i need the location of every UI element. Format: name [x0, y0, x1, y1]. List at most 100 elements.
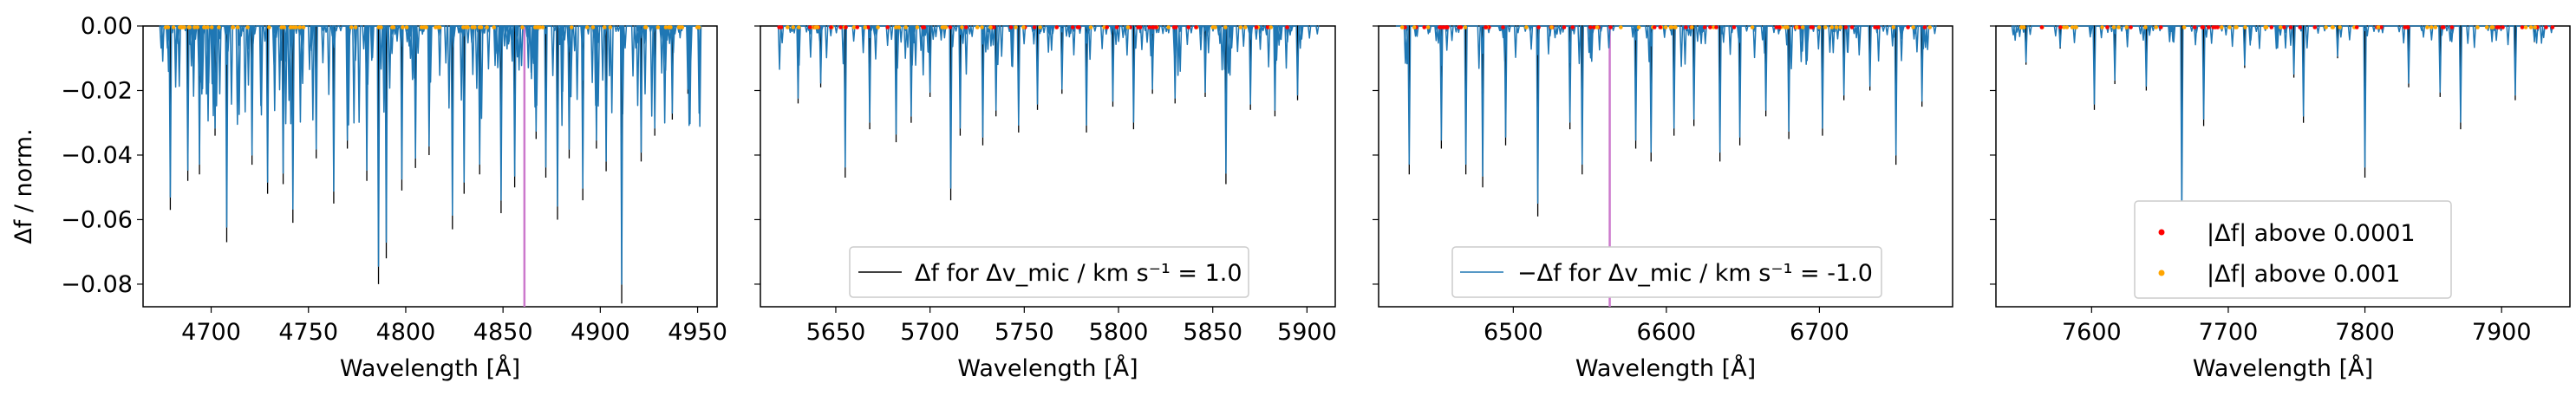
orange-marker: [2220, 25, 2224, 29]
red-marker: [948, 25, 953, 29]
red-marker: [1809, 25, 1814, 29]
red-marker: [2354, 25, 2359, 29]
red-marker: [2449, 25, 2455, 29]
orange-marker: [353, 25, 358, 29]
orange-marker: [2528, 25, 2534, 29]
orange-marker: [538, 25, 543, 29]
orange-marker: [876, 25, 880, 29]
orange-marker: [2062, 25, 2066, 29]
orange-marker: [2243, 25, 2247, 29]
red-marker: [1702, 25, 1707, 29]
red-marker: [1285, 25, 1289, 29]
orange-marker: [2072, 25, 2077, 29]
red-marker: [1777, 25, 1782, 29]
legend-panel-3: −Δf for Δv_mic / km s⁻¹ = -1.0: [1451, 246, 1882, 298]
legend-red-marker: [2158, 229, 2165, 236]
red-marker: [2207, 25, 2211, 29]
orange-marker: [1524, 25, 1529, 29]
red-marker: [1708, 25, 1712, 29]
red-marker: [1265, 25, 1270, 29]
y-axis-label: Δf / norm.: [10, 128, 37, 243]
red-marker: [1922, 25, 1927, 29]
red-marker: [838, 25, 843, 29]
red-marker: [1077, 25, 1081, 29]
red-marker: [2269, 25, 2274, 29]
orange-marker: [678, 25, 682, 29]
x-tick-label: 7700: [2199, 319, 2259, 346]
orange-marker: [1823, 25, 1828, 29]
orange-marker: [2330, 25, 2335, 29]
orange-marker: [2143, 25, 2148, 29]
red-marker: [1032, 25, 1037, 29]
legend-panel-4: |Δf| above 0.0001 |Δf| above 0.001: [2134, 200, 2452, 299]
orange-marker: [466, 25, 470, 29]
orange-marker: [379, 25, 383, 29]
y-tick-label: −0.06: [61, 206, 133, 233]
orange-marker: [1268, 25, 1274, 29]
orange-marker: [1425, 25, 1431, 29]
orange-marker: [192, 25, 197, 29]
red-marker: [2039, 25, 2044, 29]
orange-marker: [473, 25, 477, 29]
orange-marker: [1014, 25, 1018, 29]
orange-marker: [434, 25, 438, 29]
legend-panel-4-box: [2134, 200, 2452, 299]
red-marker: [2494, 25, 2500, 29]
red-marker: [1536, 25, 1541, 29]
orange-marker: [975, 25, 980, 29]
orange-marker: [217, 25, 221, 29]
red-marker: [2058, 25, 2063, 29]
orange-marker: [608, 25, 613, 29]
red-marker: [1445, 25, 1449, 29]
orange-marker: [813, 25, 818, 29]
x-tick-label: 5900: [1277, 319, 1337, 346]
red-marker: [1403, 25, 1407, 29]
red-marker: [2520, 25, 2525, 29]
red-marker: [2544, 25, 2548, 29]
orange-marker: [2433, 25, 2438, 29]
orange-marker: [2376, 25, 2381, 29]
red-marker: [2288, 25, 2293, 29]
orange-marker: [796, 25, 801, 29]
red-marker: [1484, 25, 1489, 29]
orange-marker: [1166, 25, 1171, 29]
panel-3: 6500 6600 6700 Wavelength [Å]: [1373, 25, 1953, 382]
orange-marker: [492, 25, 496, 29]
red-marker: [1849, 25, 1855, 29]
orange-marker: [2124, 25, 2129, 29]
orange-marker: [1463, 25, 1468, 29]
orange-marker: [655, 25, 661, 29]
legend-orange-marker: [2158, 269, 2165, 276]
x-axis-label: Wavelength [Å]: [2193, 354, 2373, 382]
orange-marker: [786, 25, 790, 29]
x-axis-label: Wavelength [Å]: [340, 354, 520, 382]
orange-marker: [520, 25, 525, 29]
blue-series-path: [159, 25, 702, 285]
red-marker: [2501, 25, 2505, 29]
orange-marker: [1911, 25, 1915, 29]
red-marker: [1186, 25, 1190, 29]
orange-marker: [171, 25, 176, 29]
orange-marker: [1021, 25, 1026, 29]
red-marker: [921, 25, 925, 29]
orange-marker: [663, 25, 668, 29]
orange-marker: [479, 25, 484, 29]
red-marker: [1114, 25, 1119, 29]
legend-panel-2: Δf for Δv_mic / km s⁻¹ = 1.0: [849, 246, 1249, 298]
orange-marker: [195, 25, 200, 29]
orange-marker: [2021, 25, 2026, 29]
x-axis-label: Wavelength [Å]: [957, 354, 1138, 382]
legend-black-line-label: Δf for Δv_mic / km s⁻¹ = 1.0: [915, 260, 1242, 287]
x-tick-label: 4700: [181, 319, 241, 346]
orange-marker: [1794, 25, 1799, 29]
x-tick-label: 7800: [2335, 319, 2395, 346]
orange-marker: [2263, 25, 2267, 29]
panel-2: 5650 5700 5750 5800 5850 5900 Wavelength [Å]: [754, 25, 1337, 382]
orange-marker: [1210, 25, 1216, 29]
y-tick-label: −0.08: [61, 271, 133, 298]
orange-marker: [642, 25, 648, 29]
orange-marker: [695, 25, 700, 29]
orange-marker: [297, 25, 302, 29]
red-marker: [1054, 25, 1060, 29]
